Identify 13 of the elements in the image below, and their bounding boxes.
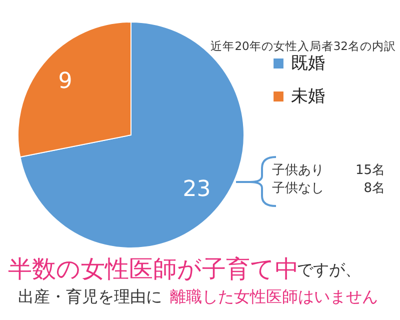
text: 半数の女性医師が子育て中 <box>8 255 299 283</box>
text: 近年20年の女性入局者32名の内訳 <box>210 39 396 53</box>
data-label: 9 <box>58 69 72 94</box>
legend-label: 未婚 <box>291 86 325 106</box>
text: 出産・育児を理由に <box>18 287 162 306</box>
data-label: 23 <box>182 176 211 202</box>
text: 15名 <box>355 163 385 178</box>
text: 子供なし <box>272 181 324 196</box>
text: 子供あり <box>272 163 324 178</box>
text: 8名 <box>364 181 385 196</box>
text: 離職した女性医師はいません <box>170 287 378 306</box>
text: ですが、 <box>297 260 361 279</box>
legend-label: 既婚 <box>291 54 325 74</box>
